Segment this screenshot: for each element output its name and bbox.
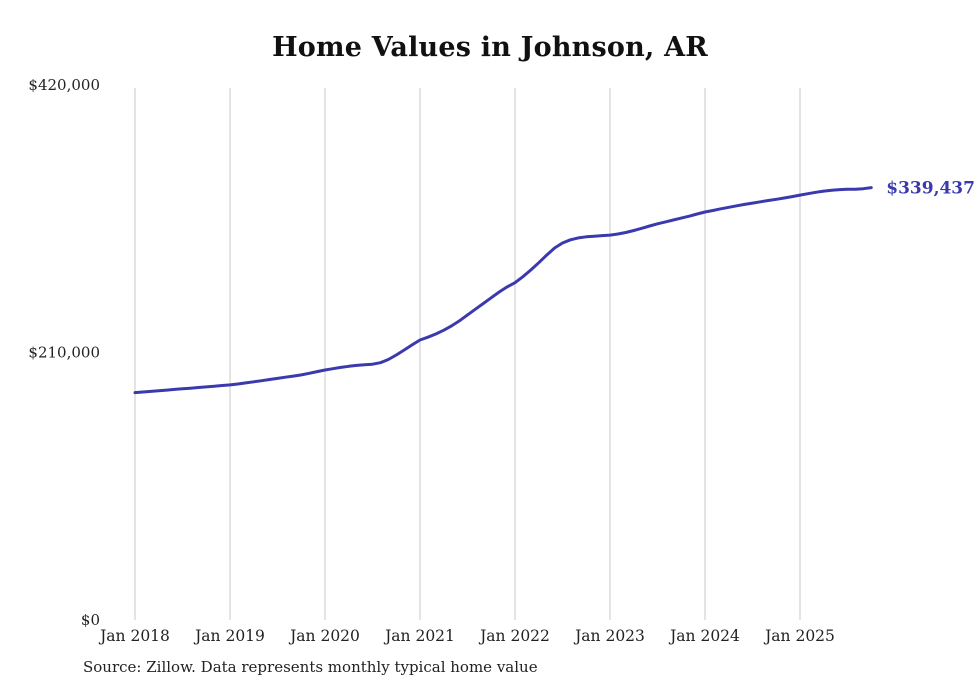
end-value-label: $339,437 <box>886 179 975 199</box>
x-tick-label: Jan 2020 <box>288 627 360 645</box>
x-tick-label: Jan 2021 <box>383 627 455 645</box>
y-tick-label: $0 <box>81 611 100 629</box>
source-note: Source: Zillow. Data represents monthly … <box>83 658 538 676</box>
x-tick-label: Jan 2025 <box>763 627 835 645</box>
value-line <box>133 186 873 395</box>
x-tick-label: Jan 2024 <box>668 627 740 645</box>
y-tick-label: $210,000 <box>28 344 100 362</box>
chart-title: Home Values in Johnson, AR <box>272 32 708 63</box>
x-tick-label: Jan 2023 <box>573 627 645 645</box>
x-tick-label: Jan 2018 <box>98 627 170 645</box>
x-tick-label: Jan 2019 <box>193 627 265 645</box>
x-tick-label: Jan 2022 <box>478 627 550 645</box>
y-tick-label: $420,000 <box>28 76 100 94</box>
